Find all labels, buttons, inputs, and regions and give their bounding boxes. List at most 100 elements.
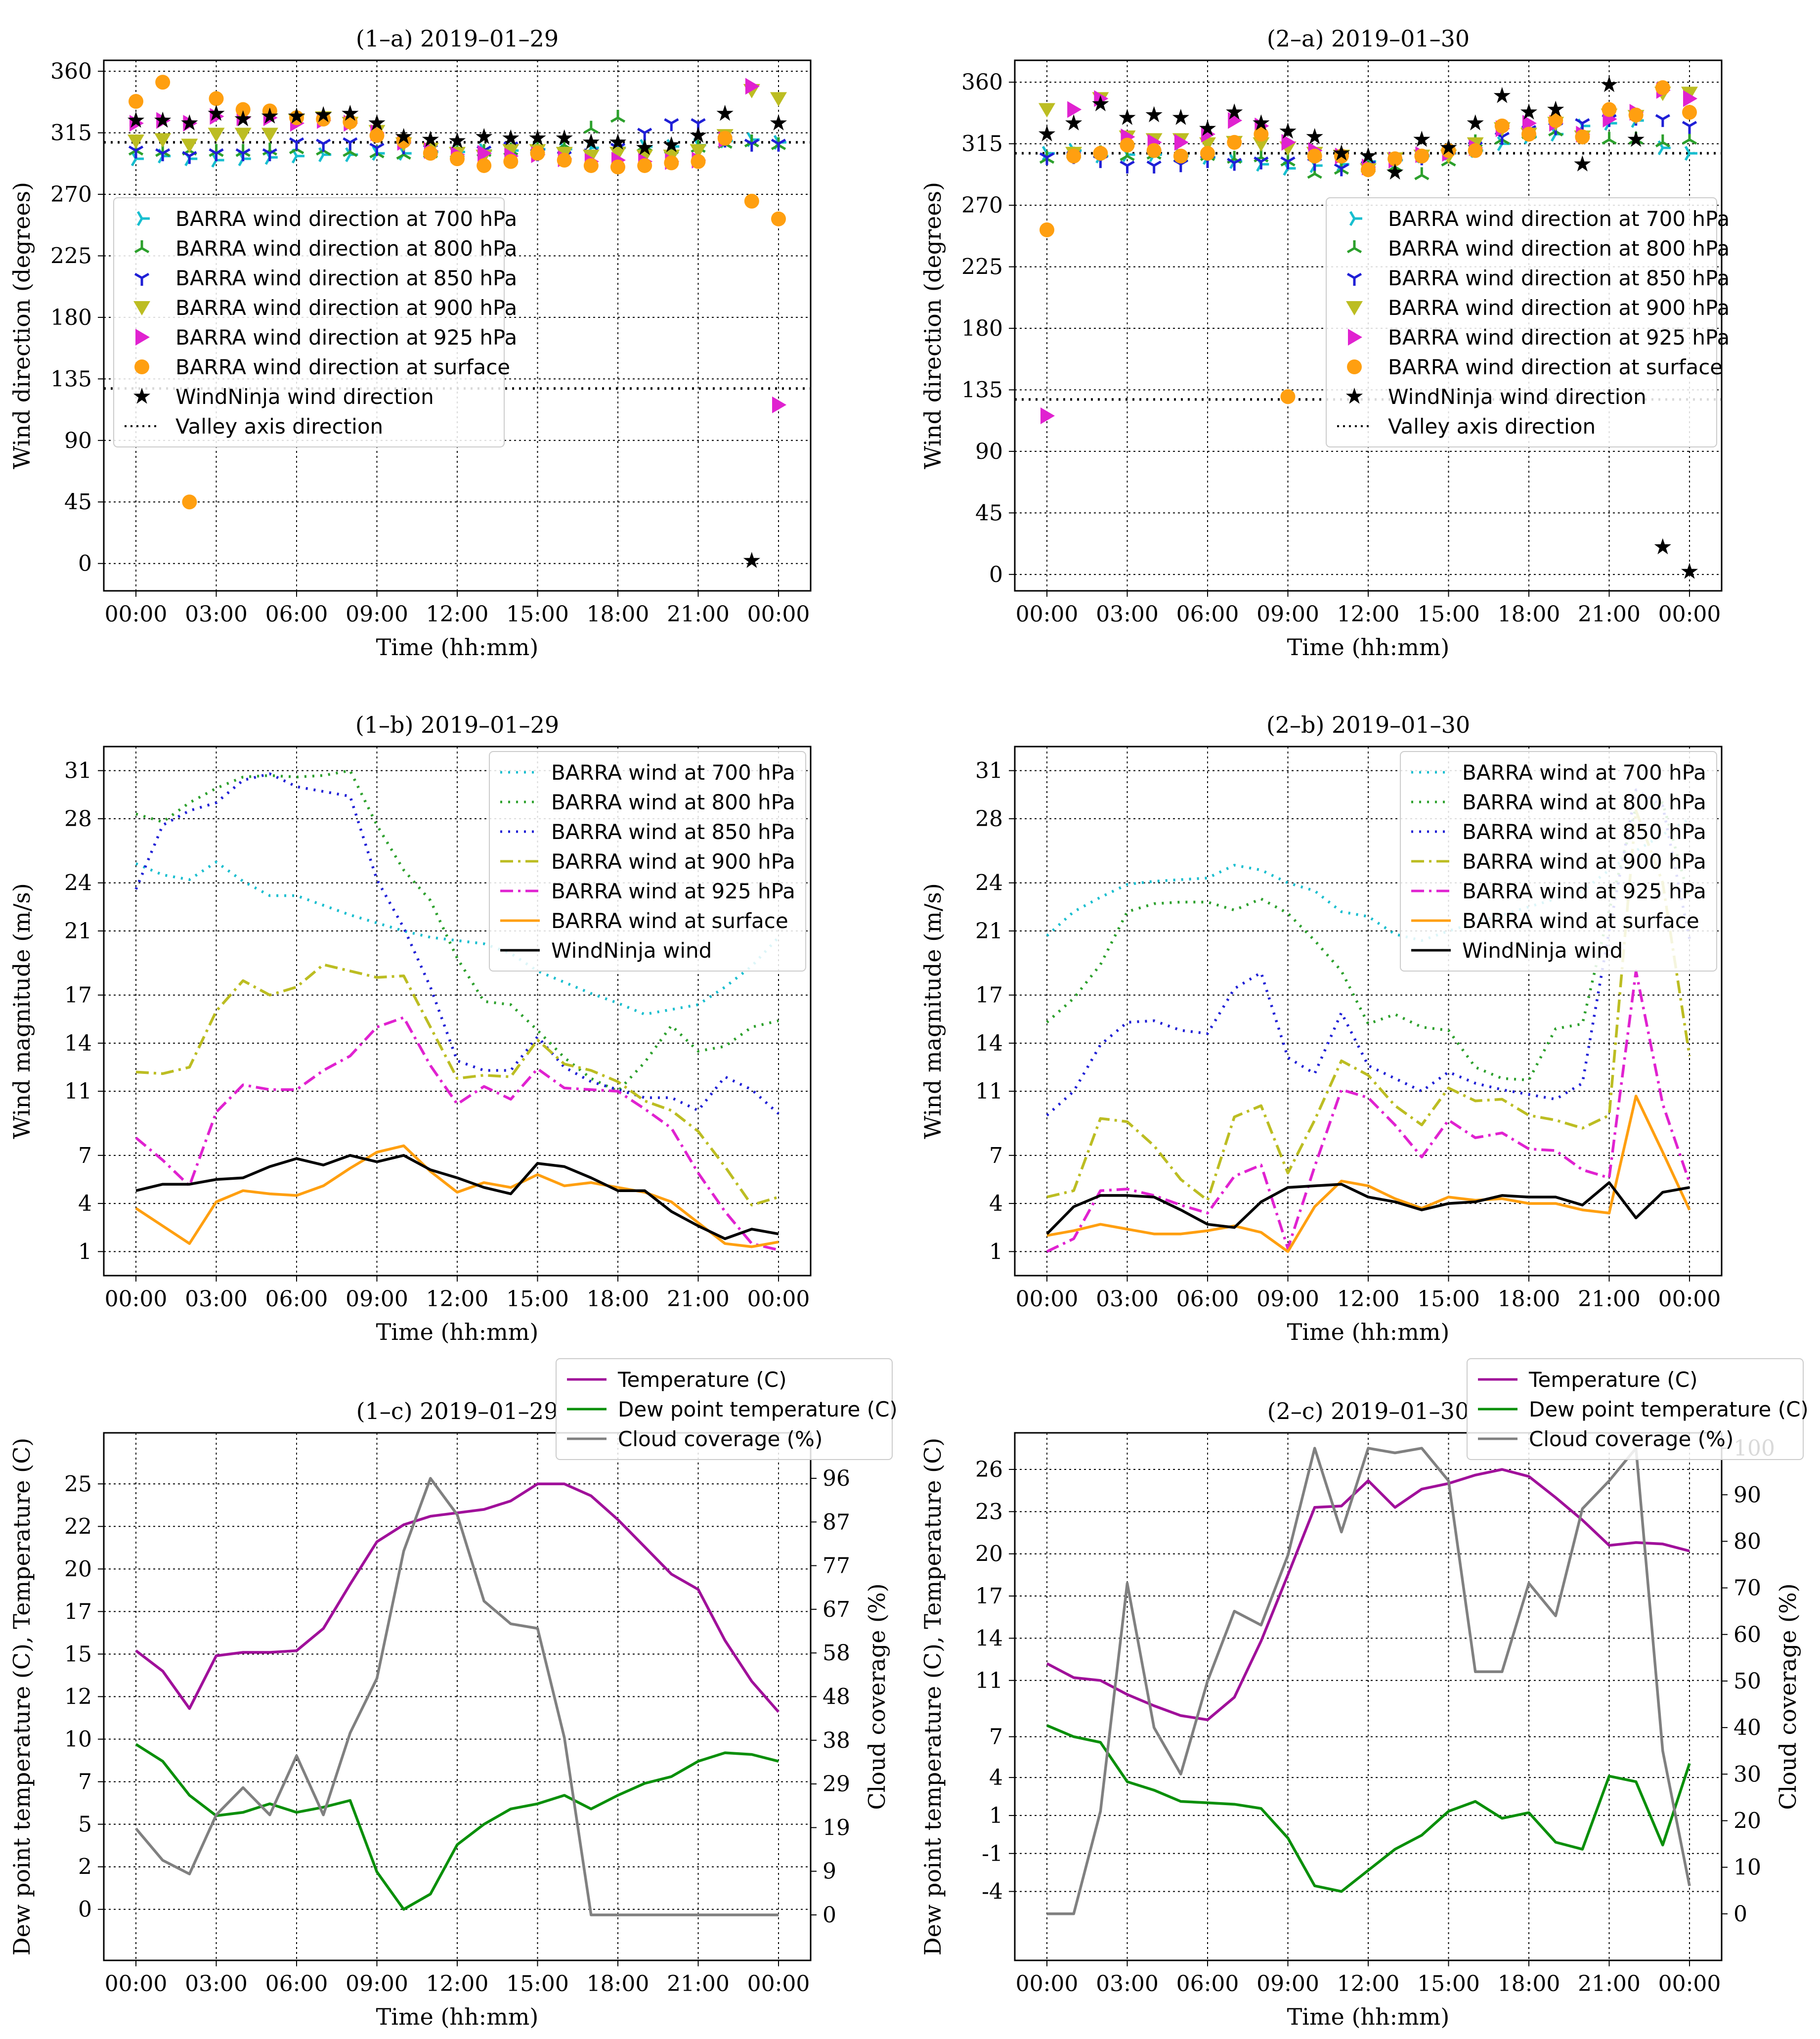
data-point bbox=[1575, 129, 1590, 144]
legend-box bbox=[489, 751, 806, 972]
y-tick-label: 12 bbox=[64, 1684, 92, 1710]
legend-label: BARRA wind direction at 925 hPa bbox=[1388, 325, 1730, 350]
data-point bbox=[1602, 132, 1617, 145]
y-tick-label: 90 bbox=[64, 428, 92, 453]
y-axis-label: Wind magnitude (m/s) bbox=[919, 883, 946, 1139]
y-tick-label: 17 bbox=[975, 1584, 1003, 1609]
x-tick-label: 21:00 bbox=[667, 1286, 730, 1312]
legend-label: Cloud coverage (%) bbox=[618, 1427, 823, 1451]
data-point bbox=[1547, 100, 1564, 117]
series-line bbox=[134, 1477, 779, 1916]
legend-label: Cloud coverage (%) bbox=[1529, 1427, 1733, 1451]
chart-title: (2–c) 2019–01–30 bbox=[1267, 1398, 1470, 1424]
data-point bbox=[235, 102, 251, 117]
chart-panel-1c: 00:00 03:00 06:00 09:00 12:00 15:00 18:00 21:00… bbox=[8, 1358, 898, 2030]
data-point bbox=[315, 106, 332, 123]
y-axis-label: Dew point temperature (C), Temperature (… bbox=[919, 1438, 946, 1955]
y-tick-label: 90 bbox=[975, 439, 1003, 464]
x-tick-label: 18:00 bbox=[587, 1971, 650, 1996]
data-point bbox=[234, 128, 252, 142]
y-tick-label: -1 bbox=[982, 1841, 1003, 1866]
data-point bbox=[448, 132, 466, 148]
x-tick-label: 09:00 bbox=[346, 1971, 408, 1996]
data-point bbox=[1066, 148, 1082, 164]
legend-label: BARRA wind direction at 925 hPa bbox=[175, 325, 517, 350]
data-point bbox=[610, 159, 625, 175]
legend-label: BARRA wind at 800 hPa bbox=[551, 790, 795, 814]
y-right-tick-label: 48 bbox=[823, 1684, 850, 1710]
data-point bbox=[771, 211, 786, 226]
data-point bbox=[1039, 103, 1055, 118]
data-point bbox=[1333, 144, 1350, 161]
y-tick-label: 22 bbox=[64, 1514, 92, 1539]
x-tick-label: 03:00 bbox=[1096, 602, 1159, 627]
legend-label: BARRA wind direction at 900 hPa bbox=[175, 296, 517, 320]
chart-panel-1a: 00:00 03:00 06:00 09:00 12:00 15:00 18:00 21:00… bbox=[8, 25, 812, 661]
data-point bbox=[1226, 103, 1243, 120]
legend: Temperature (C) Dew point temperature (C)… bbox=[1467, 1358, 1809, 1460]
x-tick-label: 03:00 bbox=[185, 1971, 248, 1996]
chart-panel-1b: 00:00 03:00 06:00 09:00 12:00 15:00 18:00 21:00… bbox=[8, 711, 812, 1345]
y-right-tick-label: 60 bbox=[1733, 1622, 1761, 1647]
data-point bbox=[1038, 125, 1056, 141]
legend-label: BARRA wind at 900 hPa bbox=[551, 849, 795, 874]
data-point bbox=[155, 148, 171, 162]
data-point bbox=[583, 121, 599, 134]
data-point bbox=[1683, 90, 1697, 107]
x-tick-label: 00:00 bbox=[105, 1971, 168, 1996]
legend-label: BARRA wind at surface bbox=[551, 909, 788, 933]
legend-label: BARRA wind direction at 700 hPa bbox=[175, 207, 517, 231]
legend-box bbox=[1326, 197, 1717, 447]
data-point bbox=[1281, 133, 1296, 151]
y-tick-label: 7 bbox=[989, 1143, 1003, 1168]
series-line bbox=[1046, 1181, 1690, 1235]
plot-frame bbox=[103, 746, 812, 1277]
x-tick-label: 21:00 bbox=[1578, 1286, 1641, 1312]
plot-frame bbox=[1014, 1432, 1723, 1961]
y-tick-label: 14 bbox=[975, 1626, 1003, 1651]
x-tick-label: 00:00 bbox=[1658, 602, 1721, 627]
x-tick-label: 15:00 bbox=[506, 1971, 569, 1996]
data-point bbox=[771, 138, 786, 152]
y-tick-label: 17 bbox=[64, 1599, 92, 1624]
data-point bbox=[1093, 146, 1108, 161]
data-point bbox=[1520, 103, 1538, 120]
data-point bbox=[422, 131, 439, 147]
x-tick-label: 03:00 bbox=[185, 602, 248, 627]
data-point bbox=[1361, 162, 1376, 177]
legend-label: BARRA wind direction at surface bbox=[175, 355, 510, 379]
legend-label: BARRA wind direction at 800 hPa bbox=[1388, 236, 1730, 261]
legend-label: BARRA wind at 850 hPa bbox=[551, 820, 795, 844]
x-tick-label: 09:00 bbox=[1257, 602, 1319, 627]
y-tick-label: 225 bbox=[50, 243, 92, 268]
x-axis-label: Time (hh:mm) bbox=[1287, 2003, 1450, 2030]
data-point bbox=[128, 134, 144, 149]
data-point bbox=[772, 396, 786, 413]
x-axis-label: Time (hh:mm) bbox=[1287, 634, 1450, 661]
data-point bbox=[477, 145, 492, 162]
data-point bbox=[1467, 114, 1484, 131]
data-point bbox=[368, 114, 386, 131]
legend-label: WindNinja wind bbox=[1462, 938, 1623, 963]
y-tick-label: 21 bbox=[975, 919, 1003, 944]
legend: Temperature (C) Dew point temperature (C)… bbox=[556, 1358, 898, 1460]
data-point bbox=[1414, 167, 1430, 180]
chart-title: (2–a) 2019–01–30 bbox=[1267, 25, 1470, 52]
data-point bbox=[1254, 156, 1269, 170]
y-tick-label: 7 bbox=[989, 1725, 1003, 1750]
legend-marker bbox=[1346, 272, 1362, 286]
y-tick-label: 17 bbox=[64, 983, 92, 1008]
data-point bbox=[208, 128, 225, 142]
legend-label: Valley axis direction bbox=[1388, 414, 1596, 439]
y-tick-label: 28 bbox=[64, 806, 92, 832]
y-right-tick-label: 38 bbox=[823, 1728, 850, 1753]
y-right-tick-label: 29 bbox=[823, 1772, 850, 1797]
legend-label: BARRA wind direction at 800 hPa bbox=[175, 236, 517, 261]
series-line bbox=[135, 1743, 779, 1911]
y-right-tick-label: 40 bbox=[1733, 1715, 1761, 1740]
data-point bbox=[1387, 151, 1403, 167]
data-point bbox=[1628, 107, 1644, 123]
data-point bbox=[129, 93, 143, 109]
y-tick-label: 7 bbox=[78, 1770, 92, 1795]
x-tick-label: 00:00 bbox=[747, 1971, 810, 1996]
